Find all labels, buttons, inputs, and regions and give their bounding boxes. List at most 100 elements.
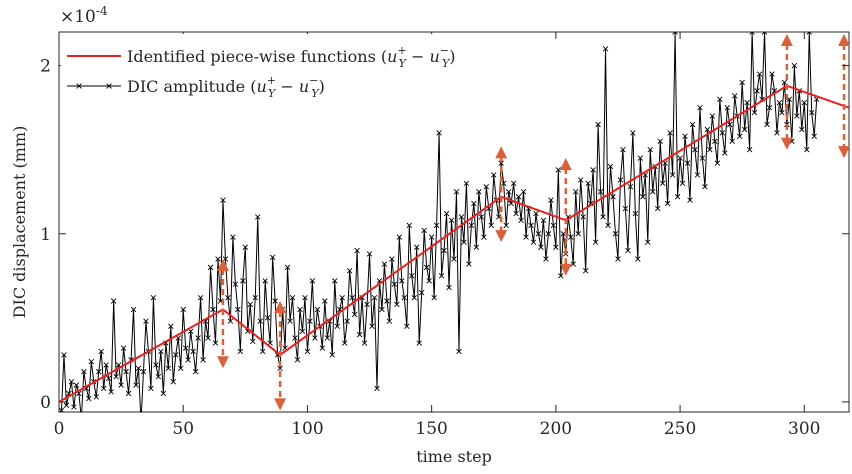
dic-point-marker (699, 155, 706, 161)
dic-point-marker (448, 217, 455, 224)
dic-point-marker (610, 194, 616, 200)
dic-point-marker (446, 284, 452, 291)
dic-point-marker (257, 318, 263, 324)
dic-point-marker (451, 256, 457, 262)
dic-point-marker (371, 294, 378, 301)
x-tick-label: 0 (54, 419, 65, 439)
dic-point-marker (647, 146, 653, 153)
dic-point-marker (553, 244, 559, 250)
dic-point-marker (575, 231, 581, 237)
dic-point-marker (329, 352, 335, 358)
dic-point-marker (237, 348, 244, 355)
dic-point-marker (86, 395, 92, 402)
dic-point-marker (123, 368, 129, 375)
dic-point-marker (299, 328, 306, 335)
dic-point-marker (170, 379, 176, 385)
dic-point-marker (277, 365, 283, 372)
dic-point-marker (304, 348, 311, 355)
dic-point-marker (207, 264, 214, 271)
dic-point-marker (568, 234, 574, 240)
dic-point-marker (105, 375, 112, 382)
dic-point-marker (346, 268, 353, 274)
dic-point-marker (192, 368, 199, 375)
dic-point-marker (664, 200, 671, 207)
dic-point-marker (791, 62, 798, 69)
dic-point-marker (669, 172, 676, 178)
dic-point-marker (200, 357, 206, 363)
dic-point-marker (396, 234, 403, 240)
dic-point-marker (632, 210, 639, 217)
dic-point-marker (754, 88, 760, 94)
dic-point-marker (103, 362, 109, 368)
dic-point-marker (110, 298, 117, 304)
dic-point-marker (252, 294, 258, 301)
x-axis-label: time step (416, 447, 492, 466)
dic-point-marker (736, 133, 743, 139)
dic-point-marker (630, 130, 636, 136)
dic-point-marker (409, 273, 415, 279)
arrow-head-down (495, 230, 508, 243)
dic-point-marker (130, 306, 137, 313)
dic-point-marker (555, 167, 562, 173)
dic-point-marker (406, 222, 413, 229)
dic-point-marker (247, 301, 254, 308)
dic-point-marker (341, 340, 348, 346)
dic-point-marker (374, 385, 380, 392)
dic-point-marker (764, 121, 770, 128)
dic-point-marker (73, 382, 80, 388)
dic-point-marker (801, 99, 808, 106)
dic-point-marker (635, 256, 641, 262)
dic-point-marker (354, 247, 360, 254)
dic-point-marker (416, 340, 422, 346)
dic-point-marker (227, 318, 234, 324)
dic-point-marker (120, 345, 127, 351)
dic-point-marker (79, 416, 84, 421)
dic-point-marker (659, 180, 666, 187)
dic-point-marker (230, 234, 236, 240)
dic-point-marker (505, 189, 512, 195)
dic-point-marker (779, 109, 785, 116)
dic-point-marker (622, 205, 629, 212)
dic-point-marker (461, 239, 467, 245)
arrow-head-up (780, 34, 793, 46)
dic-point-marker (722, 150, 728, 156)
dic-point-marker (289, 294, 296, 301)
dic-point-marker (694, 172, 701, 178)
dic-point-marker (61, 352, 67, 358)
dic-point-marker (595, 121, 601, 128)
dic-point-marker (625, 247, 631, 254)
dic-point-marker (262, 278, 268, 284)
double-arrow (216, 258, 229, 369)
dic-point-marker (411, 294, 417, 301)
dic-point-marker (399, 278, 405, 284)
dic-point-marker (600, 214, 606, 220)
dic-point-marker (483, 183, 490, 190)
dic-point-marker (540, 217, 547, 224)
dic-point-marker (692, 146, 698, 153)
dic-point-marker (386, 318, 393, 324)
dic-point-marker (799, 126, 805, 133)
dic-point-marker (414, 244, 420, 250)
dic-point-marker (139, 420, 144, 425)
dic-point-marker (751, 109, 758, 116)
dic-point-marker (366, 251, 373, 257)
dic-point-marker (332, 278, 338, 284)
dic-point-marker (577, 177, 584, 183)
dic-point-marker (503, 222, 509, 229)
dic-point-marker (727, 121, 733, 128)
arrow-head-down (838, 146, 850, 159)
x-tick-label: 250 (664, 419, 696, 439)
arrow-head-down (559, 263, 572, 276)
dic-point-marker (597, 189, 604, 195)
dic-point-marker (235, 306, 241, 313)
double-arrow (780, 34, 793, 150)
arrow-head-up (495, 146, 508, 159)
dic-point-marker (428, 234, 435, 240)
dic-point-marker (717, 96, 723, 102)
dic-point-marker (550, 222, 557, 229)
dic-point-marker (580, 214, 586, 220)
dic-point-marker (108, 389, 114, 395)
dic-point-marker (356, 331, 363, 338)
dic-point-marker (297, 306, 303, 313)
dic-point-marker (148, 385, 154, 392)
